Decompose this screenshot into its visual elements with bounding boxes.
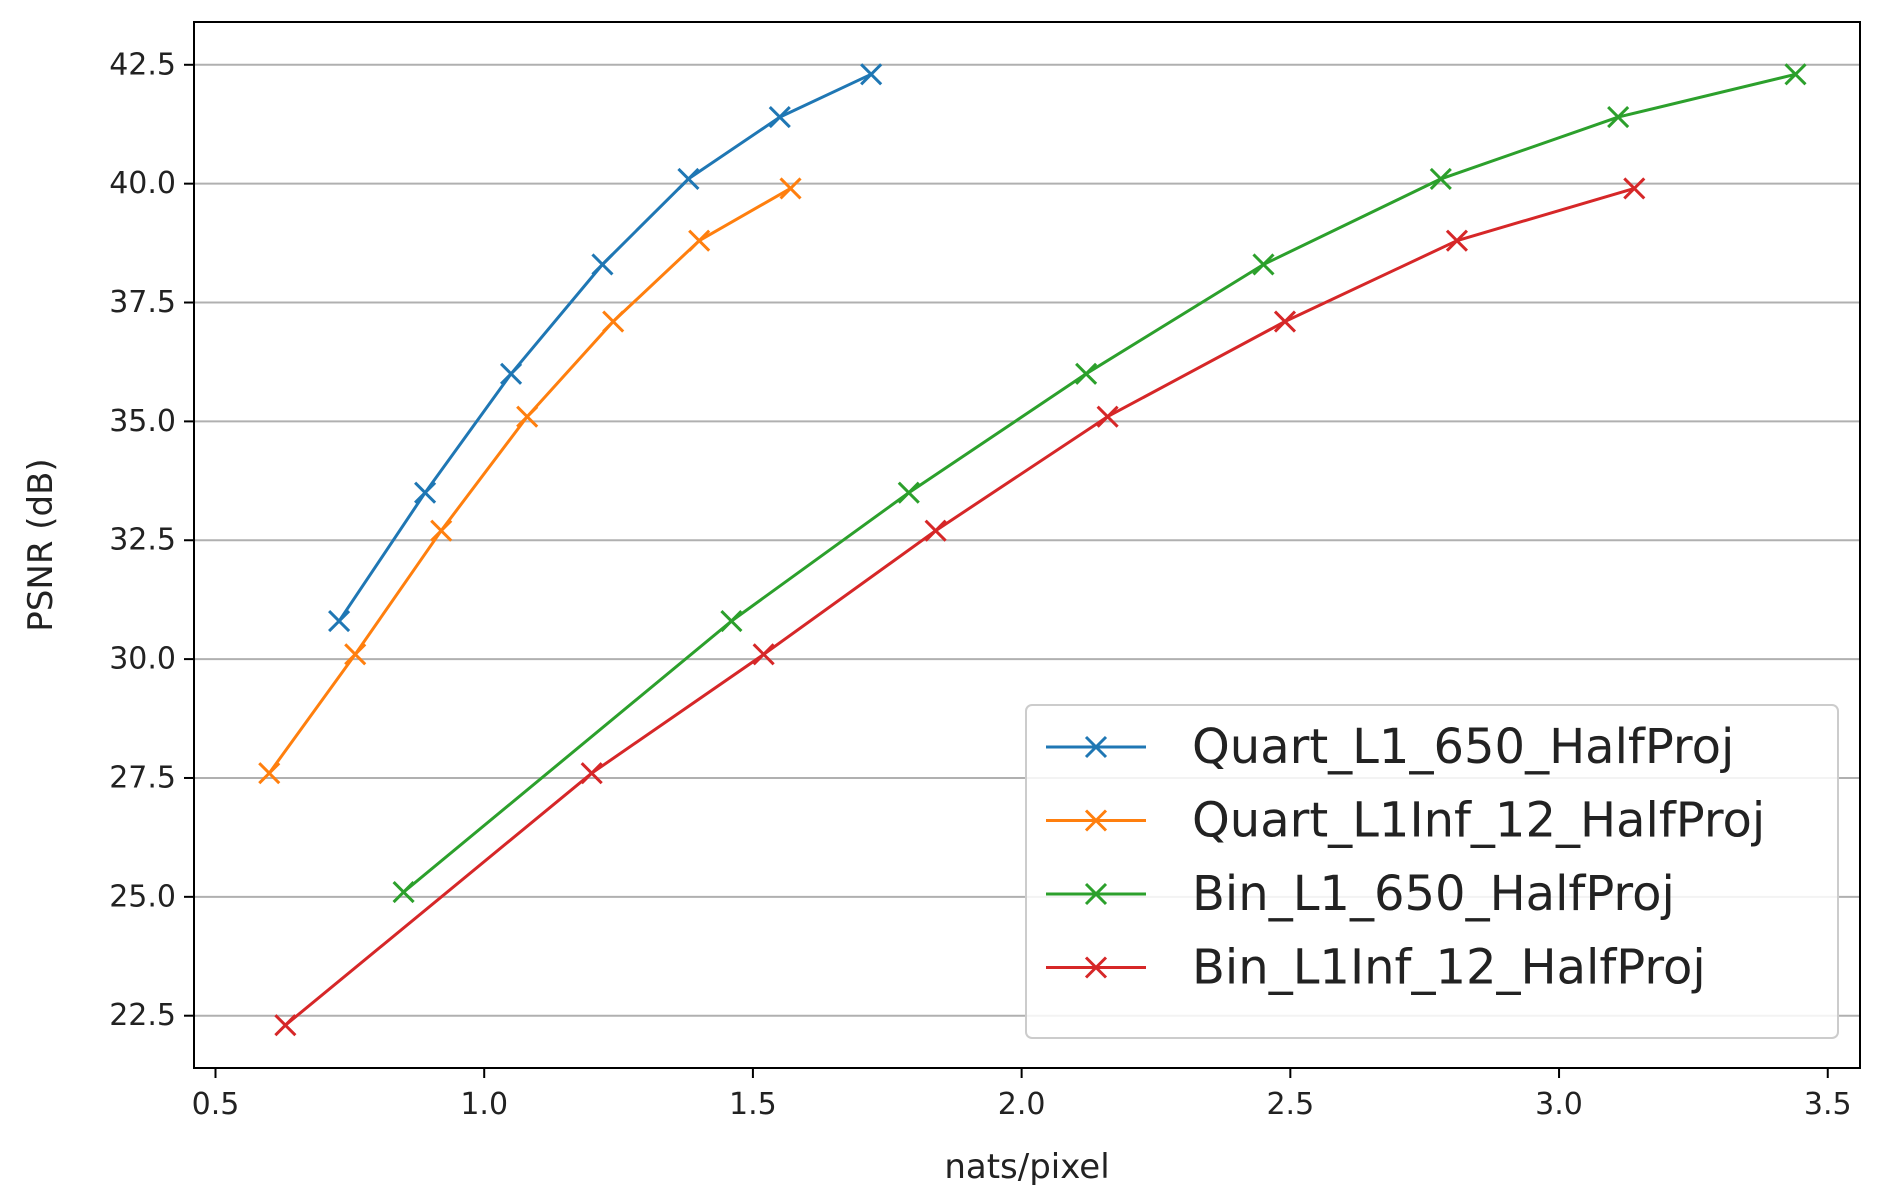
data-point [752,643,775,666]
data-point [500,362,523,385]
legend-item: Quart_L1Inf_12_HalfProj [1046,793,1765,849]
data-point [1096,405,1119,428]
data-point [580,762,603,785]
data-point [779,177,802,200]
data-point [392,881,415,904]
legend-label: Bin_L1_650_HalfProj [1192,866,1675,922]
y-tick-label: 30.0 [109,642,176,677]
data-point [274,1014,297,1037]
y-tick-label: 37.5 [109,285,176,320]
series-lines [258,63,1807,1037]
data-point [720,610,743,633]
data-point [1252,253,1275,276]
series-4 [274,177,1646,1037]
data-point [897,481,920,504]
data-point [430,519,453,542]
data-point [258,762,281,785]
data-point [1273,310,1297,333]
x-tick-label: 0.5 [192,1087,240,1122]
x-tick-label: 3.5 [1804,1087,1852,1122]
data-point [677,167,700,190]
y-tick-label: 27.5 [109,760,176,795]
series-line [337,72,872,622]
data-point [1429,167,1452,190]
legend-item: Bin_L1_650_HalfProj [1046,866,1675,922]
series-1 [328,63,883,633]
x-tick-label: 2.5 [1266,1087,1314,1122]
legend-label: Quart_L1_650_HalfProj [1192,719,1734,775]
data-point [1607,106,1630,129]
series-line [267,187,792,775]
legend-swatch-marker [1084,882,1108,906]
x-tick-label: 2.0 [998,1087,1046,1122]
series-line [284,186,1635,1027]
x-axis-label: nats/pixel [944,1147,1109,1187]
series-2 [258,177,802,785]
y-tick-label: 32.5 [109,523,176,558]
data-point [344,643,367,666]
grid-lines [194,63,1860,1017]
data-point [1623,177,1646,200]
data-point [924,519,947,542]
legend: Quart_L1_650_HalfProj Quart_L1Inf_12_Half… [1025,704,1839,1039]
y-tick-label: 42.5 [109,47,176,82]
y-tick-label: 35.0 [109,404,176,439]
data-point [602,310,625,333]
legend-swatch-marker [1084,735,1108,759]
legend-swatch-marker [1084,956,1108,979]
plot-frame [193,21,1861,1069]
x-tick-label: 1.0 [460,1087,508,1122]
y-axis-label: PSNR (dB) [21,458,61,631]
data-point [516,405,539,428]
legend-item: Bin_L1Inf_12_HalfProj [1046,940,1706,996]
data-point [1784,63,1807,86]
data-point [768,106,791,129]
series-3 [392,63,1807,904]
legend-label: Bin_L1Inf_12_HalfProj [1192,940,1706,996]
data-point [688,229,711,252]
data-point [328,610,351,633]
y-tick-label: 22.5 [109,998,176,1033]
data-point [1445,229,1468,252]
data-point [1075,362,1098,385]
data-point [591,253,614,276]
x-axis: 0.5 1.0 1.5 2.0 2.5 3.0 3.5 [192,1068,1852,1122]
legend-label: Quart_L1Inf_12_HalfProj [1192,793,1765,849]
x-tick-label: 3.0 [1535,1087,1583,1122]
y-tick-label: 40.0 [109,166,176,201]
legend-swatch-marker [1084,809,1108,832]
y-tick-label: 25.0 [109,879,176,914]
x-tick-label: 1.5 [729,1087,777,1122]
data-point [860,63,883,86]
data-point [414,481,437,504]
series-line [402,72,1796,894]
legend-item: Quart_L1_650_HalfProj [1046,719,1734,775]
y-axis: 22.5 25.0 27.5 30.0 32.5 35.0 37.5 40.0 42.5 [109,47,194,1033]
legend-box [1025,704,1839,1039]
